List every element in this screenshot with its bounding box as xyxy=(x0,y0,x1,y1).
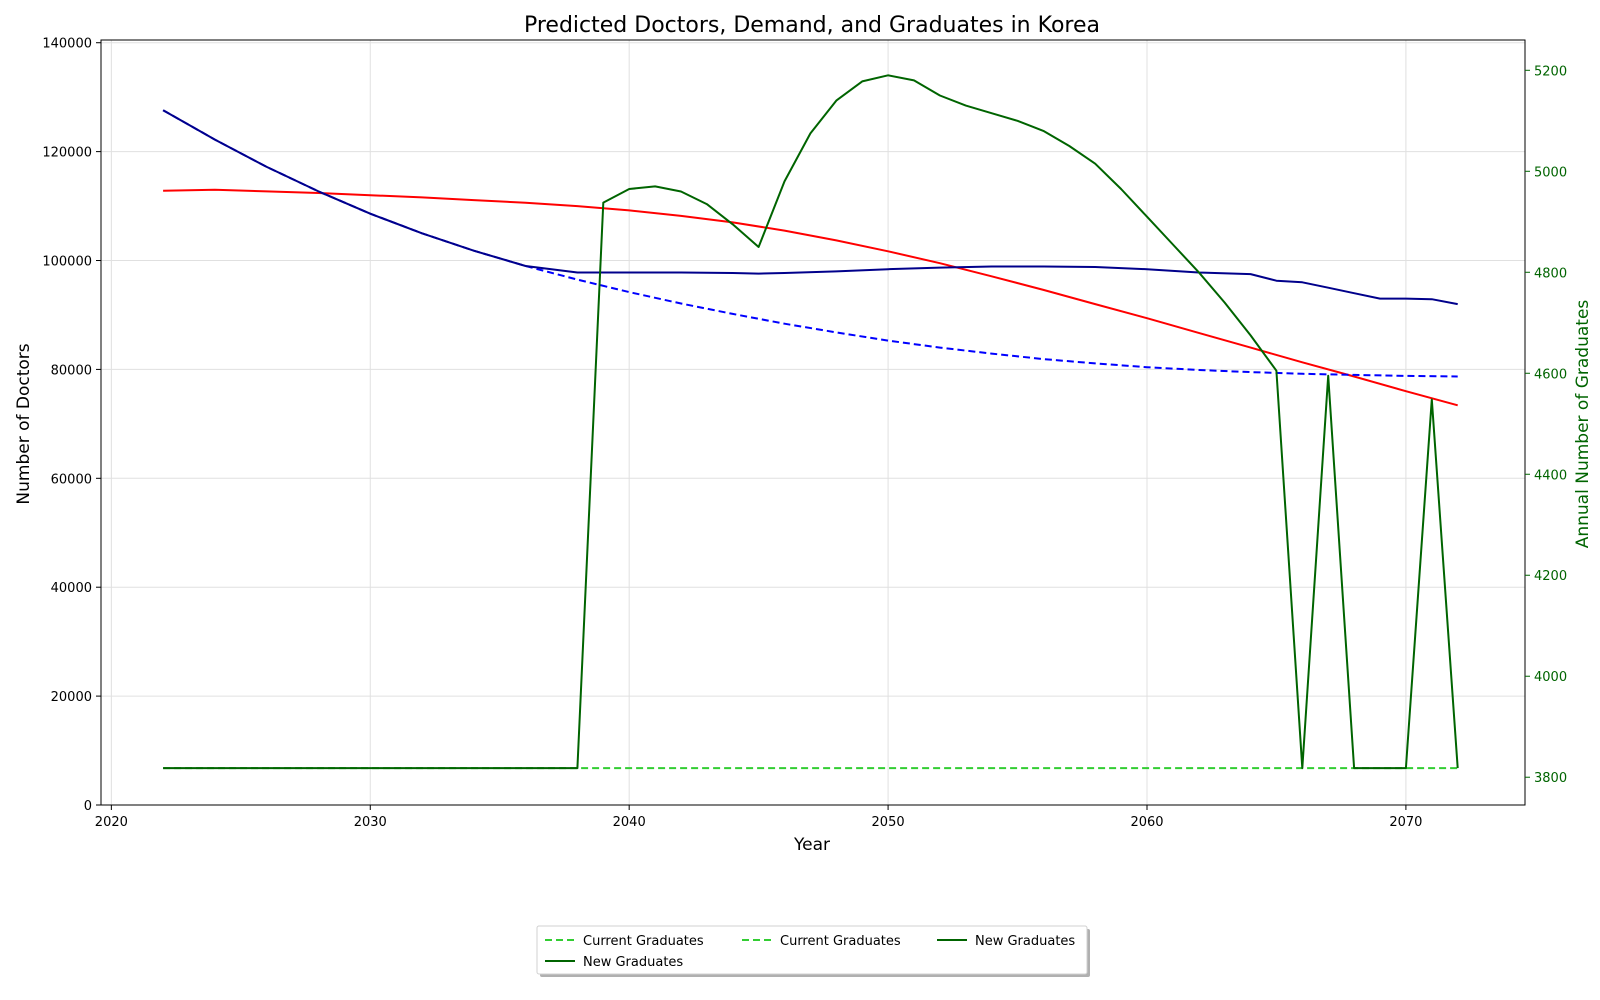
x-tick-label: 2070 xyxy=(1389,815,1422,830)
y-tick-label: 0 xyxy=(84,799,92,814)
legend-entry-label: Current Graduates xyxy=(780,934,901,949)
legend-entry-label: New Graduates xyxy=(583,955,683,970)
x-axis-label: Year xyxy=(793,835,830,855)
y-tick-label: 120000 xyxy=(42,146,92,161)
y2-tick-label: 4000 xyxy=(1534,670,1567,685)
ticks-layer: 2020 2030 2040 2050 2060 2070 0 20000 40000 60000… xyxy=(42,37,1567,830)
legend: Current Graduates Current Graduates New Gr… xyxy=(536,925,1090,977)
chart-title: Predicted Doctors, Demand, and Graduates… xyxy=(524,13,1100,38)
y2-axis-label: Annual Number of Graduates xyxy=(1573,300,1593,549)
y-tick-label: 80000 xyxy=(51,363,92,378)
y2-tick-label: 4600 xyxy=(1534,367,1567,382)
legend-entry-label: New Graduates xyxy=(975,934,1075,949)
series-line-2 xyxy=(162,109,1458,378)
series-layer xyxy=(162,74,1459,770)
y-tick-label: 60000 xyxy=(51,472,92,487)
y-tick-label: 20000 xyxy=(51,690,92,705)
y2-tick-label: 3800 xyxy=(1534,771,1567,786)
x-tick-label: 2040 xyxy=(613,815,646,830)
plot-frame xyxy=(100,39,1526,806)
x-tick-label: 2060 xyxy=(1130,815,1163,830)
y2-tick-label: 5000 xyxy=(1534,165,1567,180)
y-axis-label: Number of Doctors xyxy=(14,343,34,504)
y2-tick-label: 4400 xyxy=(1534,468,1567,483)
series-line-1 xyxy=(163,188,1458,407)
y-tick-label: 40000 xyxy=(51,581,92,596)
grid-layer xyxy=(101,40,1525,806)
y2-tick-label: 4200 xyxy=(1534,569,1567,584)
y-tick-label: 140000 xyxy=(42,37,92,52)
series-line-3 xyxy=(162,109,1458,306)
series-line-5 xyxy=(163,74,1459,770)
y2-tick-label: 5200 xyxy=(1534,64,1567,79)
legend-box xyxy=(536,925,1088,975)
legend-entry-label: Current Graduates xyxy=(583,934,704,949)
x-tick-label: 2020 xyxy=(95,815,128,830)
x-tick-label: 2050 xyxy=(872,815,905,830)
y2-tick-label: 4800 xyxy=(1534,266,1567,281)
x-tick-label: 2030 xyxy=(354,815,387,830)
y-tick-label: 100000 xyxy=(42,255,92,270)
